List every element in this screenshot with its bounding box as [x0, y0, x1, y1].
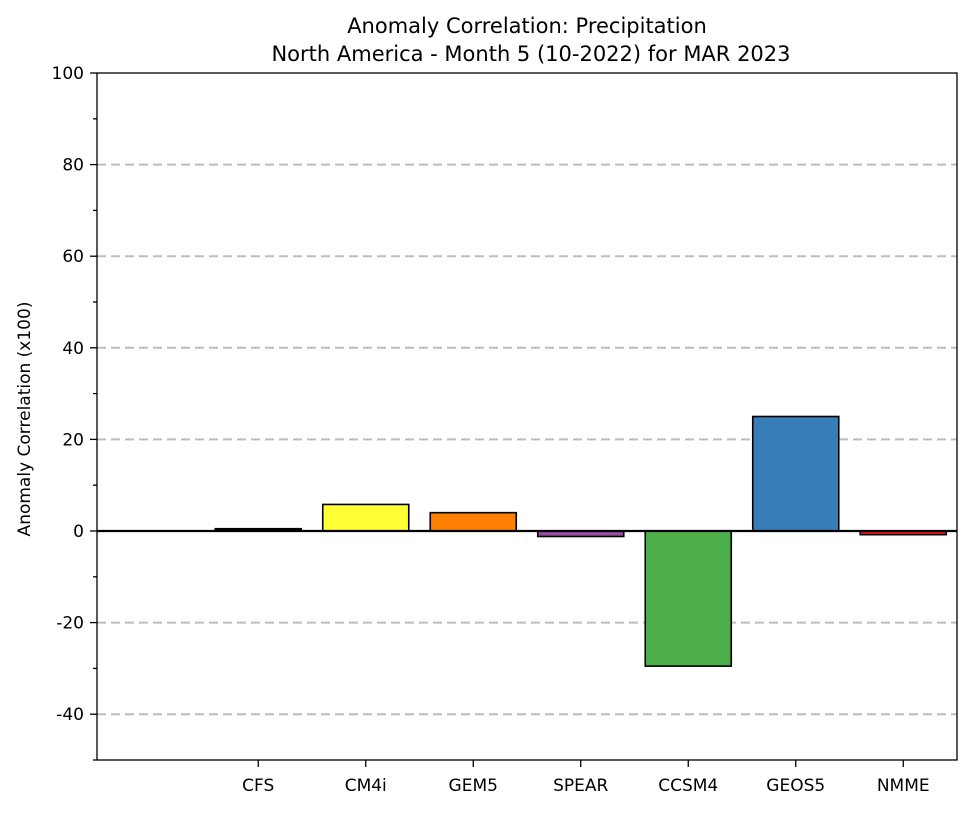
y-tick-label: -40: [56, 705, 84, 725]
x-axis-ticks: CFS CM4i GEM5 SPEAR CCSM4 GEOS5 NMME: [242, 760, 930, 796]
plot-area-frame: [96, 72, 958, 761]
bar-ccsm4: [644, 530, 733, 667]
y-tick-label: 40: [62, 339, 84, 359]
y-tick-label: 60: [62, 247, 84, 267]
x-tick-label-cm4i: CM4i: [345, 776, 387, 796]
bar-cm4i: [321, 503, 410, 532]
bars: [214, 415, 948, 667]
x-tick-label-spear: SPEAR: [553, 776, 608, 796]
y-tick-label: 0: [73, 522, 84, 542]
y-axis-label: Anomaly Correlation (x100): [15, 302, 35, 537]
y-axis-ticks: -40 -20 0 20 40 60 80 100: [52, 64, 97, 761]
bar-geos5: [751, 415, 840, 532]
x-tick-label-geos5: GEOS5: [766, 776, 825, 796]
y-tick-label: 100: [52, 64, 84, 84]
y-tick-label: 20: [62, 430, 84, 450]
x-tick-label-nmme: NMME: [877, 776, 930, 796]
y-tick-label: -20: [56, 614, 84, 634]
bar-gem5: [429, 511, 518, 532]
x-tick-label-ccsm4: CCSM4: [658, 776, 718, 796]
chart-title: Anomaly Correlation: Precipitation: [347, 14, 707, 38]
chart-subtitle: North America - Month 5 (10-2022) for MA…: [271, 42, 790, 66]
x-tick-label-gem5: GEM5: [449, 776, 498, 796]
y-tick-label: 80: [62, 156, 84, 176]
x-tick-label-cfs: CFS: [242, 776, 274, 796]
